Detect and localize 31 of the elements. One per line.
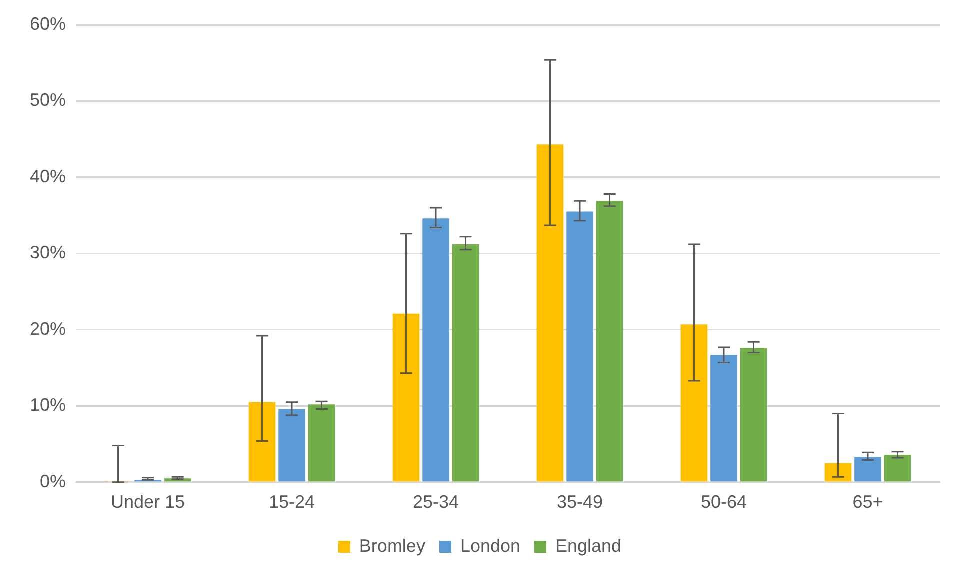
y-tick-label: 40% bbox=[30, 166, 66, 186]
bar bbox=[824, 463, 852, 482]
y-tick-label: 50% bbox=[30, 90, 66, 110]
bar bbox=[392, 314, 420, 482]
x-tick-label: 25-34 bbox=[412, 492, 460, 512]
legend-label: Bromley bbox=[359, 536, 426, 556]
bar bbox=[248, 402, 276, 482]
bar bbox=[566, 212, 594, 482]
bar bbox=[740, 348, 768, 482]
bar bbox=[308, 404, 336, 482]
y-tick-label: 30% bbox=[30, 242, 66, 263]
bar bbox=[278, 409, 306, 482]
y-tick-label: 10% bbox=[30, 395, 66, 416]
bar bbox=[452, 244, 480, 482]
x-tick-label: 15-24 bbox=[268, 492, 316, 512]
legend-label: England bbox=[556, 536, 622, 556]
bar bbox=[680, 324, 708, 482]
bar bbox=[884, 454, 912, 482]
bar bbox=[596, 201, 624, 482]
bar bbox=[422, 218, 450, 482]
y-tick-label: 60% bbox=[30, 14, 66, 34]
y-tick-label: 20% bbox=[30, 318, 66, 339]
legend-label: London bbox=[460, 536, 521, 556]
x-tick-label: 35-49 bbox=[556, 492, 604, 512]
x-tick-label: 50-64 bbox=[700, 492, 748, 512]
bar bbox=[854, 457, 882, 482]
x-tick-label: 65+ bbox=[852, 492, 884, 512]
bar bbox=[536, 144, 564, 482]
y-tick-label: 0% bbox=[40, 471, 66, 492]
x-tick-label: Under 15 bbox=[110, 492, 186, 512]
bar bbox=[710, 355, 738, 482]
